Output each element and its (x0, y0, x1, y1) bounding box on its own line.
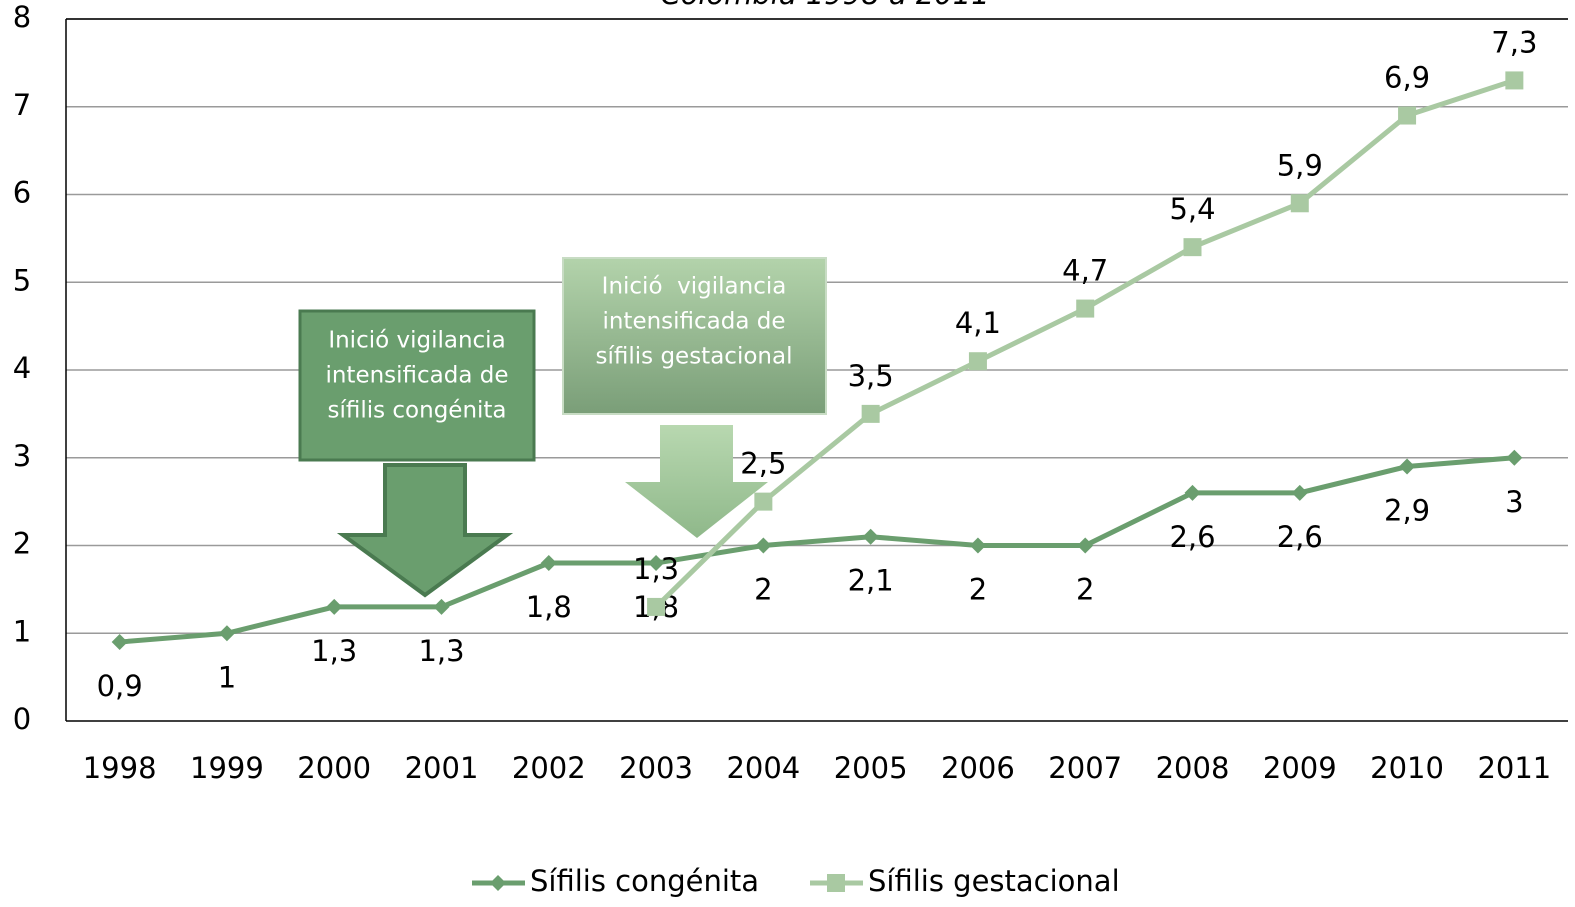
point (968, 352, 987, 371)
data-label: 1,3 (418, 634, 464, 668)
x-tick-label: 1999 (190, 751, 264, 785)
data-label: 3 (1505, 485, 1523, 519)
data-label: 0,9 (97, 669, 143, 703)
y-tick-label: 3 (13, 439, 31, 473)
data-label: 2,5 (740, 447, 786, 481)
annotation-box (562, 257, 827, 415)
legend-marker (490, 875, 506, 891)
point (540, 555, 557, 572)
legend-label: Sífilis congénita (530, 864, 759, 898)
y-tick-label: 5 (13, 263, 31, 297)
x-tick-label: 2002 (512, 751, 586, 785)
point (1291, 484, 1308, 501)
data-label: 5,9 (1277, 148, 1323, 182)
chart-title: Colombia 1998 a 2011 (660, 0, 989, 11)
data-label: 2,6 (1277, 520, 1323, 554)
annotation-text: intensificada de (602, 309, 785, 335)
y-tick-label: 2 (13, 527, 31, 561)
x-tick-label: 2011 (1477, 751, 1551, 785)
point (1505, 71, 1524, 90)
plot-area: 0 1 2 3 4 5 6 7 8 1998 1999 2000 2001 2002 2003 2004 200… (13, 0, 1568, 785)
point (861, 404, 880, 423)
point (1076, 299, 1095, 318)
legend-marker (827, 874, 845, 892)
point (433, 598, 450, 615)
x-tick-label: 1998 (83, 751, 157, 785)
point (755, 537, 772, 554)
annotation-text: intensificada de (325, 363, 508, 389)
x-tick-label: 2007 (1048, 751, 1122, 785)
point (111, 634, 128, 651)
point (218, 625, 235, 642)
y-tick-label: 4 (13, 351, 31, 385)
x-tick-label: 2000 (297, 751, 371, 785)
annotation-text: sífilis gestacional (596, 344, 793, 370)
data-label: 3,5 (848, 359, 894, 393)
data-label: 1,8 (526, 590, 572, 624)
annotation-arrow (625, 425, 768, 538)
annotation-text: Inició vigilancia (602, 274, 787, 300)
point (754, 492, 773, 511)
data-label: 2,9 (1384, 494, 1430, 528)
y-tick-label: 6 (13, 176, 31, 210)
x-tick-label: 2004 (726, 751, 800, 785)
legend-label: Sífilis gestacional (868, 864, 1120, 898)
annotation-arrow (336, 463, 514, 598)
data-label: 2 (1076, 573, 1094, 607)
y-tick-label: 1 (13, 614, 31, 648)
data-label: 4,1 (955, 306, 1001, 340)
data-label: 5,4 (1169, 192, 1215, 226)
point (1398, 106, 1417, 125)
x-tick-label: 2009 (1263, 751, 1337, 785)
data-label: 2,6 (1169, 520, 1215, 554)
x-tick-label: 2006 (941, 751, 1015, 785)
data-label: 6,9 (1384, 61, 1430, 95)
point (648, 555, 665, 572)
point (1506, 449, 1523, 466)
data-label: 1 (218, 660, 236, 694)
data-label: 2 (754, 573, 772, 607)
point (1399, 458, 1416, 475)
annotation-box (298, 309, 536, 462)
data-label: 1,3 (633, 552, 679, 586)
point (969, 537, 986, 554)
y-tick-label: 8 (13, 0, 31, 34)
point (647, 597, 666, 616)
annotation-text: sífilis congénita (327, 398, 506, 424)
point (1184, 484, 1201, 501)
annotation-text: Inició vigilancia (328, 328, 505, 354)
data-label: 1,3 (311, 634, 357, 668)
x-tick-label: 2008 (1156, 751, 1230, 785)
x-tick-label: 2003 (619, 751, 693, 785)
y-tick-label: 0 (13, 702, 31, 736)
data-label: 2 (969, 573, 987, 607)
x-tick-label: 2005 (834, 751, 908, 785)
data-label: 4,7 (1062, 254, 1108, 288)
data-label: 7,3 (1491, 25, 1537, 59)
point (326, 598, 343, 615)
point (1183, 238, 1202, 257)
x-tick-label: 2010 (1370, 751, 1444, 785)
data-label: 2,1 (848, 564, 894, 598)
point (1290, 194, 1309, 213)
series-line (119, 455, 1515, 645)
x-tick-label: 2001 (405, 751, 479, 785)
point (862, 528, 879, 545)
y-tick-label: 7 (13, 88, 31, 122)
point (1077, 537, 1094, 554)
